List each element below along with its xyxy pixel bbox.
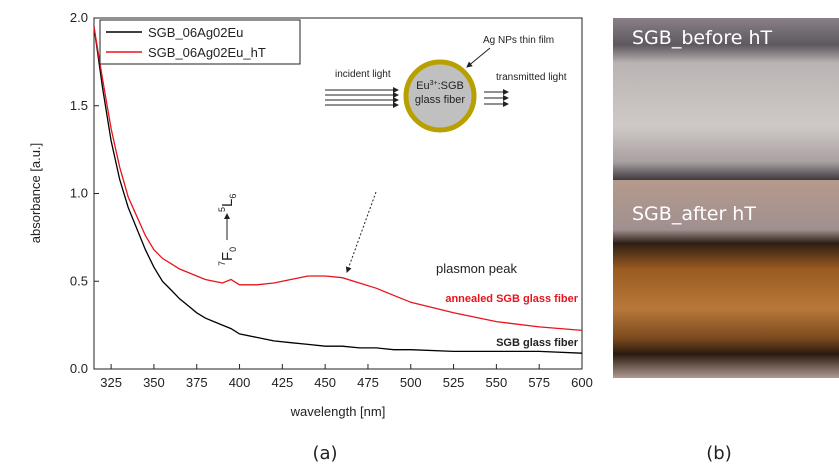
legend: SGB_06Ag02Eu SGB_06Ag02Eu_hT [100, 20, 300, 64]
y-axis-label: absorbance [a.u.] [28, 143, 43, 243]
legend-label: SGB_06Ag02Eu [148, 25, 243, 40]
inset-text: incident light [335, 69, 391, 80]
y-tick-label: 0.0 [70, 361, 88, 376]
inset-text: transmitted light [496, 72, 567, 83]
x-tick-label: 350 [143, 375, 165, 390]
x-axis-label: wavelength [nm] [290, 404, 386, 419]
caption: (a) [312, 443, 337, 464]
transition-label: 7F0 5L6 [217, 194, 238, 266]
legend-label: SGB_06Ag02Eu_hT [148, 45, 266, 60]
inset: Eu3+:SGB glass fiber Ag NPs thin film in… [325, 35, 567, 130]
x-tick-label: 525 [443, 375, 465, 390]
x-tick-label: 550 [486, 375, 508, 390]
photo-label: SGB_before hT [632, 27, 773, 49]
x-tick-label: 325 [100, 375, 122, 390]
annotation: SGB glass fiber [496, 337, 579, 349]
x-tick-label: 450 [314, 375, 336, 390]
transition-text: 5L6 [217, 194, 238, 212]
caption: (b) [706, 443, 731, 464]
annotation: plasmon peak [436, 261, 517, 276]
x-tick-label: 400 [229, 375, 251, 390]
x-tick-label: 375 [186, 375, 208, 390]
figure: wavelength [nm] absorbance [a.u.] plasmo… [0, 0, 839, 467]
x-tick-label: 575 [528, 375, 550, 390]
inset-text: glass fiber [415, 94, 465, 106]
x-tick-label: 500 [400, 375, 422, 390]
inset-arrow [467, 48, 490, 67]
photos: SGB_before hT SGB_after hT [613, 18, 839, 378]
y-tick-label: 1.5 [70, 98, 88, 113]
inset-text: Eu3+:SGB [416, 80, 464, 92]
annotation: annealed SGB glass fiber [445, 293, 578, 305]
x-tick-label: 600 [571, 375, 593, 390]
transition-text: 7F0 [217, 247, 238, 266]
y-tick-label: 2.0 [70, 10, 88, 25]
x-tick-label: 425 [271, 375, 293, 390]
annotation-arrow [347, 192, 376, 272]
inset-text: Ag NPs thin film [483, 35, 554, 46]
y-tick-label: 0.5 [70, 273, 88, 288]
y-tick-label: 1.0 [70, 186, 88, 201]
x-tick-label: 475 [357, 375, 379, 390]
photo-label: SGB_after hT [632, 203, 756, 225]
